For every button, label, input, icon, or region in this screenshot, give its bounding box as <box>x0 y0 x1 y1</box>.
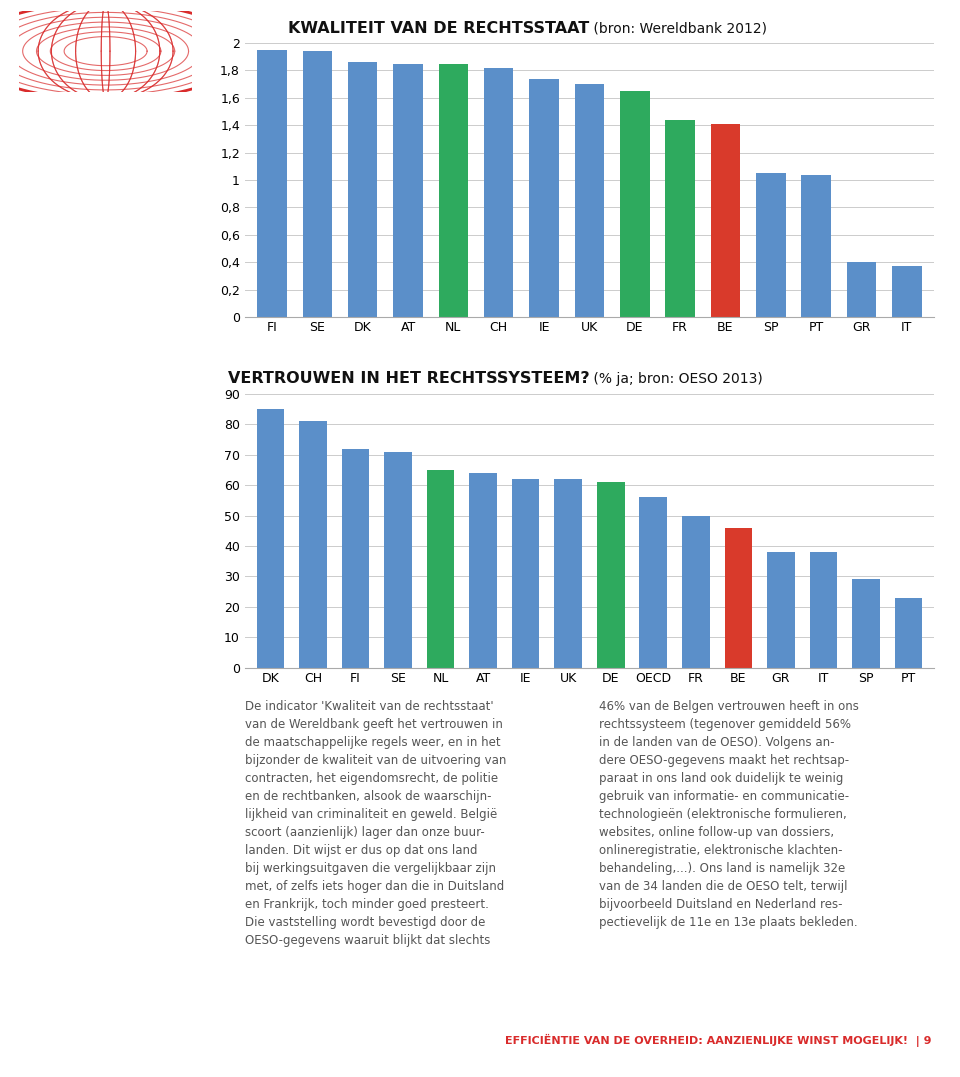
Bar <box>852 579 879 668</box>
Bar <box>257 50 287 317</box>
Bar <box>302 52 332 317</box>
Text: 46% van de Belgen vertrouwen heeft in ons
rechtssysteem (tegenover gemiddeld 56%: 46% van de Belgen vertrouwen heeft in on… <box>599 700 859 929</box>
Bar <box>439 64 468 317</box>
Bar <box>725 528 753 668</box>
Bar <box>554 479 582 668</box>
Bar <box>575 84 604 317</box>
Bar <box>892 266 922 317</box>
Bar <box>767 553 795 668</box>
Bar <box>597 482 625 668</box>
Bar <box>394 64 422 317</box>
Text: VERTROUWEN IN HET RECHTSSYSTEEM?: VERTROUWEN IN HET RECHTSSYSTEEM? <box>228 372 589 387</box>
Bar <box>620 92 650 317</box>
Bar <box>426 470 454 668</box>
Bar <box>342 448 370 668</box>
Text: (% ja; bron: OESO 2013): (% ja; bron: OESO 2013) <box>589 373 763 387</box>
Bar <box>348 62 377 317</box>
Bar <box>710 124 740 317</box>
Bar <box>895 598 923 668</box>
Bar <box>682 516 709 668</box>
Text: (bron: Wereldbank 2012): (bron: Wereldbank 2012) <box>589 22 767 36</box>
Bar <box>469 473 497 668</box>
Bar <box>529 79 559 317</box>
Bar <box>665 120 695 317</box>
Bar <box>802 174 831 317</box>
Bar <box>300 421 326 668</box>
Text: België besteedt
meer aan uit-
gaven voor orde
en veiligheid,
maar scoort
(aanzie: België besteedt meer aan uit- gaven voor… <box>15 443 163 616</box>
Bar <box>384 451 412 668</box>
Bar <box>639 498 667 668</box>
Text: De indicator 'Kwaliteit van de rechtsstaat'
van de Wereldbank geeft het vertrouw: De indicator 'Kwaliteit van de rechtssta… <box>245 700 506 947</box>
Bar <box>256 409 284 668</box>
Text: EFFICIËNTIE VAN DE OVERHEID: AANZIENLIJKE WINST MOGELIJK!  | 9: EFFICIËNTIE VAN DE OVERHEID: AANZIENLIJK… <box>505 1034 931 1047</box>
Bar <box>756 173 785 317</box>
Bar <box>512 479 540 668</box>
Bar <box>484 68 514 317</box>
Text: KWALITEIT VAN DE RECHTSSTAAT: KWALITEIT VAN DE RECHTSSTAAT <box>288 20 589 36</box>
Bar <box>847 263 876 317</box>
Bar <box>809 553 837 668</box>
